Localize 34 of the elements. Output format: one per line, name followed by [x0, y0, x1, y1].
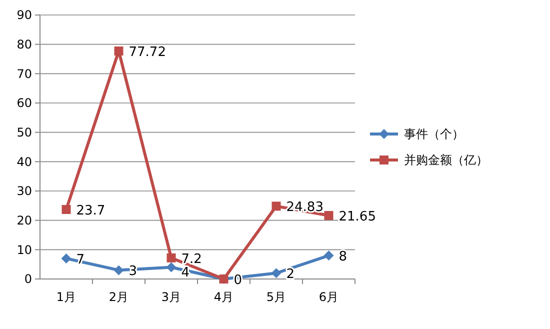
y-tick-label: 10: [16, 242, 32, 257]
point: [271, 268, 282, 278]
x-tick-label: 2月: [108, 290, 129, 304]
point: [114, 46, 124, 56]
data-label: 2: [286, 267, 295, 282]
data-label: 21.65: [338, 209, 376, 224]
x-tick-label: 6月: [318, 290, 339, 304]
data-label: 7.2: [181, 252, 202, 267]
x-tick-label: 3月: [161, 290, 182, 304]
point: [324, 250, 334, 261]
x-tick-label: 1月: [56, 290, 76, 304]
x-tick-label: 4月: [214, 290, 234, 304]
point: [61, 253, 72, 264]
y-tick-label: 60: [16, 96, 32, 110]
y-tick-label: 80: [16, 38, 32, 52]
point: [62, 204, 71, 214]
legend-label: 并购金额（亿）: [404, 153, 488, 168]
data-label: 23.7: [76, 203, 106, 218]
y-tick-label: 40: [16, 154, 32, 169]
y-tick-label: 50: [16, 126, 32, 140]
data-label: 8: [338, 250, 348, 265]
point: [324, 210, 334, 220]
y-tick-label: 70: [16, 66, 32, 81]
point: [114, 265, 124, 276]
point: [272, 202, 281, 211]
y-tick-label: 30: [16, 184, 32, 198]
y-tick-label: 0: [24, 272, 32, 286]
data-label: 77.72: [128, 45, 166, 60]
x-tick-label: 5月: [266, 290, 286, 304]
point: [166, 262, 176, 272]
y-tick-label: 20: [16, 214, 32, 228]
point: [166, 253, 176, 262]
y-tick-label: 90: [16, 8, 32, 22]
legend-label: 事件（个）: [404, 127, 464, 142]
